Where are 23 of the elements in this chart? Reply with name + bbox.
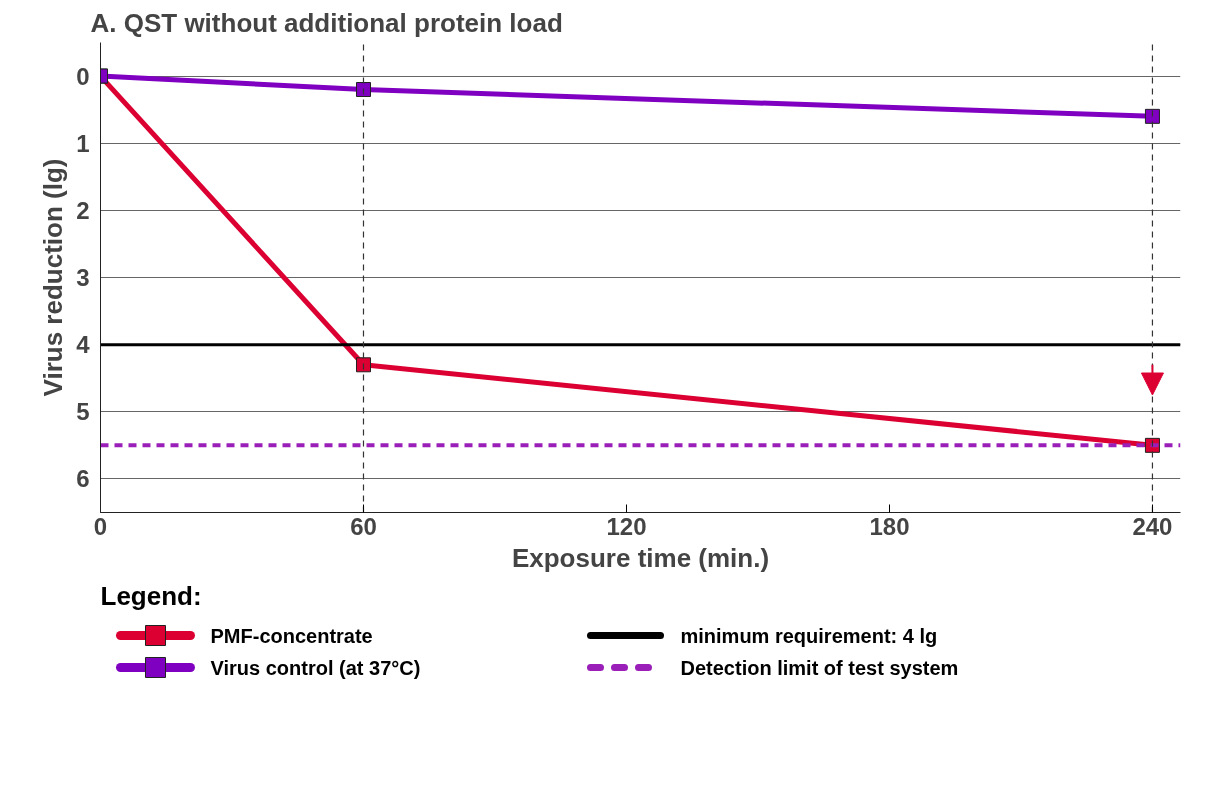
x-tick-label: 180 bbox=[869, 512, 910, 540]
x-tick-label: 240 bbox=[1132, 512, 1173, 540]
x-tick-label: 60 bbox=[350, 512, 377, 540]
legend-label: PMF-concentrate bbox=[210, 624, 373, 647]
point bbox=[355, 82, 371, 97]
y-tick-label: 0 bbox=[76, 62, 90, 90]
point bbox=[1144, 108, 1160, 124]
y-tick-label: 4 bbox=[76, 331, 91, 359]
y-tick-label: 5 bbox=[76, 398, 90, 426]
legend-label: minimum requirement: 4 lg bbox=[680, 624, 938, 647]
y-tick-label: 1 bbox=[76, 129, 90, 157]
legend-label: Virus control (at 37°C) bbox=[210, 656, 421, 679]
y-tick-label: 2 bbox=[76, 196, 90, 224]
y-tick-label: 3 bbox=[76, 264, 90, 291]
x-tick-label: 120 bbox=[606, 512, 647, 540]
y-axis-title: Virus reduction (lg) bbox=[38, 158, 69, 397]
x-tick-label: 0 bbox=[93, 512, 108, 540]
legend-label: Detection limit of test system bbox=[680, 656, 959, 679]
legend-title: Legend: bbox=[100, 580, 202, 611]
x-axis-title: Exposure time (min.) bbox=[511, 542, 770, 573]
chart-title: A. QST without additional protein load bbox=[90, 7, 563, 38]
y-tick-label: 6 bbox=[76, 465, 90, 493]
point bbox=[355, 357, 371, 373]
